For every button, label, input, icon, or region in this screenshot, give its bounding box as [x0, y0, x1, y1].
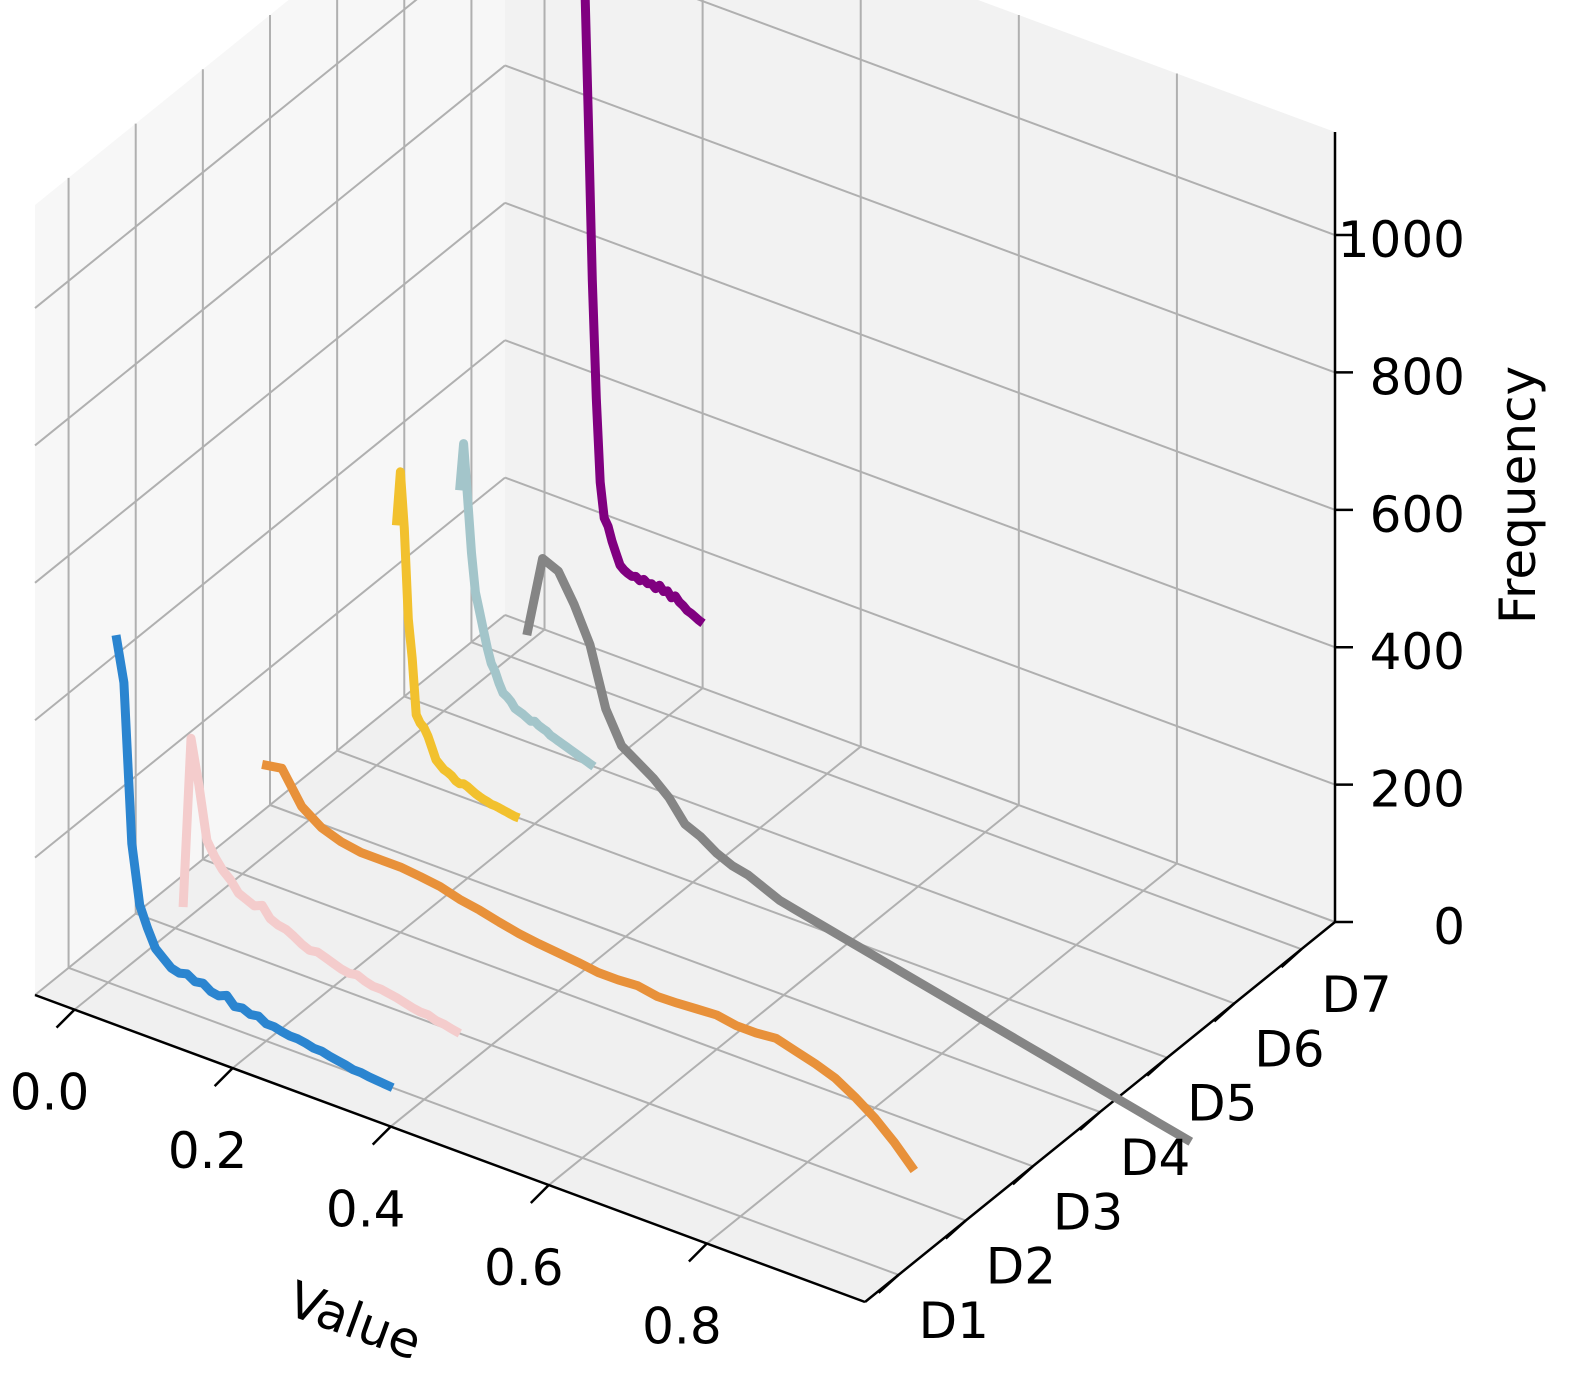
x-tick-label-0: 0.0	[10, 1064, 90, 1122]
z-tick-label-5: 1000	[1338, 211, 1465, 269]
grid-z-left-1	[34, 476, 506, 859]
grid-lines	[34, 0, 1336, 1276]
grid-y-floor-1	[135, 912, 967, 1222]
series-lines	[111, 0, 1194, 1174]
x-tick-label-4: 0.8	[642, 1298, 722, 1356]
y-tick-label-5: D6	[1254, 1020, 1324, 1078]
y-tick-label-6: D7	[1321, 966, 1391, 1024]
x-tick-4	[688, 1242, 708, 1263]
y-tick-2	[1012, 1165, 1034, 1186]
y-tick-label-4: D5	[1187, 1075, 1257, 1133]
y-tick-label-3: D4	[1120, 1129, 1190, 1187]
series-line-2	[178, 733, 462, 1038]
x-tick-3	[529, 1184, 550, 1204]
grid-z-left-5	[34, 0, 418, 309]
grid-z-back-5	[696, 0, 1336, 236]
y-tick-0	[877, 1273, 900, 1294]
y-tick-label-1: D2	[986, 1238, 1056, 1296]
grid-y-floor-4	[336, 749, 1168, 1059]
series-line-5	[455, 439, 597, 771]
grid-y-floor-3	[269, 804, 1101, 1113]
axis-panes	[35, 0, 1335, 1302]
y-tick-3	[1079, 1111, 1101, 1131]
series-line-3	[261, 759, 918, 1174]
grid-z-left-4	[34, 64, 506, 447]
z-tick-label-2: 400	[1370, 623, 1465, 681]
y-tick-6	[1280, 948, 1303, 969]
grid-z-back-3	[504, 201, 1336, 511]
grid-z-left-0	[34, 614, 506, 996]
z-axis-label: Frequency	[1489, 366, 1547, 624]
y-tick-label-2: D3	[1053, 1183, 1123, 1241]
y-tick-4	[1146, 1056, 1168, 1077]
x-tick-1	[213, 1067, 234, 1087]
grid-y-floor-0	[68, 966, 899, 1276]
series-line-1	[111, 634, 395, 1092]
grid-z-back-1	[504, 476, 1336, 786]
grid-y-floor-2	[202, 858, 1034, 1168]
series-line-7	[580, 0, 706, 627]
grid-y-floor-5	[403, 695, 1235, 1005]
x-tick-2	[371, 1125, 392, 1146]
grid-z-back-4	[504, 64, 1336, 374]
tick-marks	[55, 233, 1353, 1294]
x-tick-label-2: 0.4	[326, 1181, 406, 1239]
series-line-4	[391, 467, 521, 823]
y-tick-5	[1213, 1002, 1236, 1023]
y-tick-label-0: D1	[919, 1292, 989, 1350]
x-axis-line	[34, 993, 866, 1304]
x-tick-0	[55, 1008, 76, 1029]
x-tick-label-1: 0.2	[168, 1122, 248, 1180]
grid-z-left-2	[34, 339, 506, 721]
series-line-6	[522, 554, 1194, 1146]
z-tick-label-0: 0	[1433, 898, 1465, 956]
z-tick-label-4: 800	[1370, 348, 1465, 406]
grid-z-back-2	[504, 339, 1336, 649]
grid-y-floor-6	[471, 641, 1302, 951]
grid-z-back-0	[504, 614, 1336, 923]
z-tick-label-3: 600	[1370, 486, 1465, 544]
grid-z-left-3	[34, 202, 506, 584]
z-tick-label-1: 200	[1370, 761, 1465, 819]
y-tick-1	[944, 1219, 967, 1240]
x-axis-label: Value	[280, 1270, 429, 1371]
x-tick-label-3: 0.6	[484, 1239, 564, 1297]
